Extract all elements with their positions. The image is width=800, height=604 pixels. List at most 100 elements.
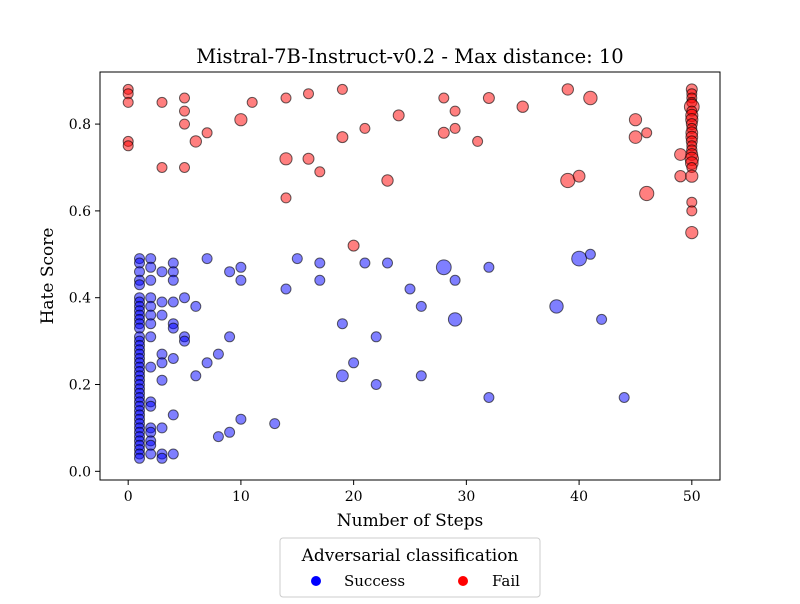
x-tick-label: 10: [232, 489, 250, 505]
fail-point: [381, 174, 394, 187]
fail-point: [189, 135, 203, 148]
success-point: [145, 261, 157, 273]
fail-point: [359, 122, 371, 134]
success-point: [156, 296, 168, 308]
fail-point: [639, 185, 655, 202]
success-point: [212, 431, 224, 443]
y-axis-ticks: 0.0 0.2 0.4 0.6 0.8: [69, 117, 100, 480]
success-point: [435, 259, 452, 276]
fail-point: [685, 169, 699, 183]
success-point: [348, 357, 360, 369]
legend-marker-fail: [458, 576, 468, 586]
fail-point: [302, 152, 315, 165]
success-point: [179, 335, 190, 347]
fail-point: [449, 105, 461, 117]
chart-title: Mistral-7B-Instruct-v0.2 - Max distance:…: [196, 45, 623, 68]
success-point: [404, 283, 416, 295]
success-point: [584, 248, 596, 260]
x-tick-label: 40: [570, 489, 588, 505]
fail-point: [449, 122, 461, 134]
plot-area: 0 10 20 30 40 50 0.0 0.2 0.4 0.6 0.8: [69, 71, 721, 505]
success-point: [167, 322, 179, 334]
success-point: [224, 266, 236, 278]
success-point: [156, 374, 168, 386]
fail-point: [314, 166, 326, 178]
y-tick-label: 0.0: [69, 464, 91, 480]
success-point: [314, 274, 326, 286]
legend-label-fail: Fail: [492, 572, 520, 590]
success-point: [145, 400, 157, 412]
axes-background: [100, 72, 720, 480]
success-point: [156, 309, 168, 321]
fail-point: [561, 83, 574, 96]
legend-label-success: Success: [344, 572, 405, 590]
x-tick-label: 0: [124, 489, 133, 505]
fail-point: [280, 192, 292, 204]
y-tick-label: 0.6: [69, 204, 91, 220]
success-point: [145, 331, 157, 343]
y-axis-label: Hate Score: [38, 228, 58, 325]
success-point: [145, 274, 157, 286]
success-point: [618, 392, 630, 403]
axes-frame: [99, 71, 721, 481]
success-point: [314, 257, 326, 269]
success-point: [167, 448, 179, 460]
fail-point: [122, 140, 134, 152]
success-point: [190, 300, 202, 312]
y-tick-label: 0.4: [69, 291, 91, 307]
x-tick-label: 20: [345, 489, 363, 505]
success-point: [167, 274, 179, 286]
legend-box: [279, 537, 541, 598]
fail-point: [234, 113, 248, 127]
x-tick-label: 50: [683, 489, 701, 505]
data-points: [122, 83, 700, 464]
fail-point: [179, 118, 190, 130]
success-point: [179, 292, 190, 304]
success-point: [167, 296, 179, 308]
fail-point: [674, 170, 687, 183]
success-point: [370, 331, 382, 343]
y-tick-label: 0.2: [69, 378, 91, 394]
success-point: [156, 422, 168, 434]
success-point: [145, 318, 157, 330]
x-tick-label: 30: [457, 489, 475, 505]
success-point: [224, 426, 236, 438]
fail-point: [347, 239, 360, 252]
fail-point: [628, 130, 643, 144]
y-tick-label: 0.8: [69, 117, 91, 133]
legend-marker-success: [311, 576, 321, 586]
success-point: [483, 261, 495, 273]
success-point: [145, 361, 157, 373]
success-point: [235, 261, 247, 273]
success-point: [134, 452, 145, 464]
success-point: [291, 253, 303, 265]
fail-point: [583, 90, 598, 106]
success-point: [224, 331, 236, 343]
fail-point: [279, 152, 293, 166]
success-point: [134, 279, 145, 291]
fail-point: [686, 205, 698, 217]
fail-point: [437, 126, 450, 139]
fail-point: [246, 96, 258, 108]
success-point: [571, 250, 587, 267]
fail-point: [179, 162, 190, 173]
fail-point: [179, 105, 190, 117]
success-point: [336, 318, 348, 330]
x-axis-ticks: 0 10 20 30 40 50: [124, 480, 701, 505]
success-point: [549, 299, 564, 314]
success-point: [415, 370, 427, 382]
legend-title: Adversarial classification: [301, 546, 519, 566]
success-point: [483, 392, 495, 403]
success-point: [235, 413, 247, 425]
success-point: [269, 418, 281, 430]
success-point: [145, 448, 157, 460]
fail-point: [122, 96, 134, 108]
success-point: [370, 379, 382, 390]
fail-point: [438, 92, 450, 104]
fail-point: [336, 83, 348, 95]
legend: Adversarial classification Success Fail: [279, 537, 541, 598]
success-point: [156, 357, 168, 369]
fail-point: [572, 169, 586, 183]
